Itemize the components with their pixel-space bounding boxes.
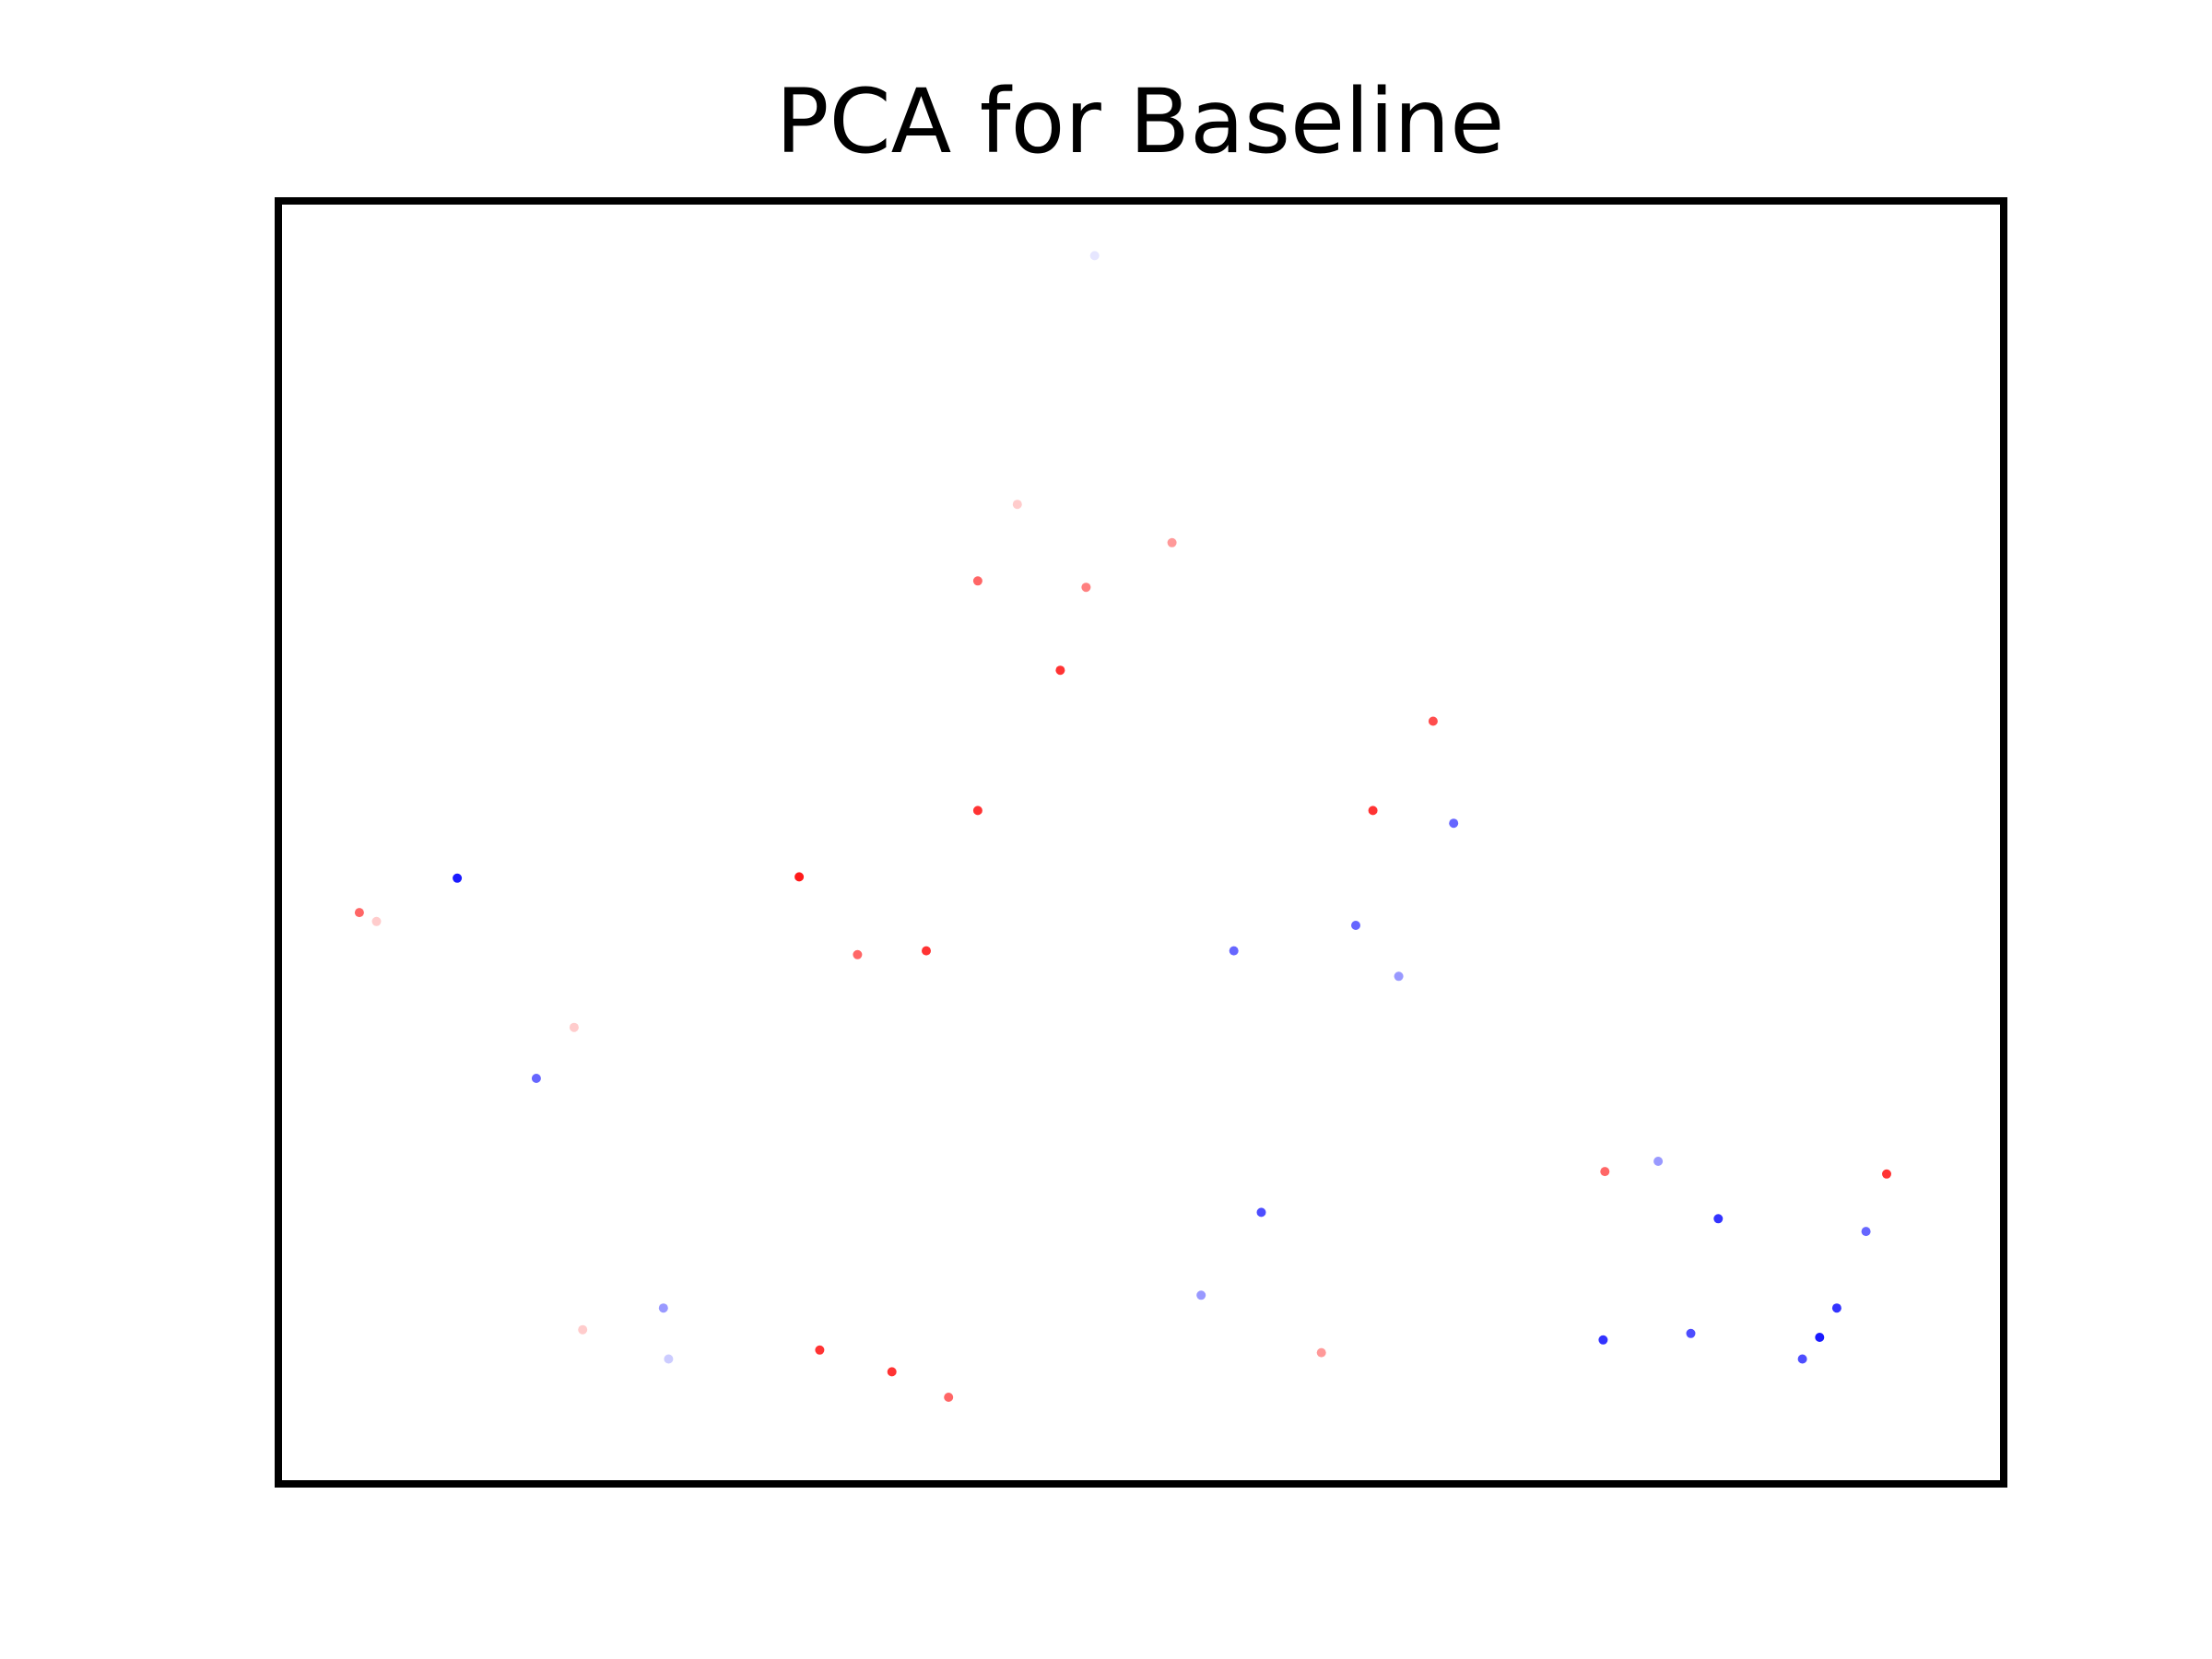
scatter-point xyxy=(1081,582,1091,593)
scatter-point xyxy=(354,908,364,918)
chart-title: PCA for Baseline xyxy=(776,70,1505,173)
scatter-point xyxy=(944,1393,954,1402)
plot-area-frame xyxy=(275,197,2007,1488)
scatter-point xyxy=(1686,1328,1696,1338)
scatter-point xyxy=(1815,1333,1825,1342)
scatter-point xyxy=(1229,946,1239,956)
scatter-point xyxy=(1882,1169,1891,1179)
scatter-point xyxy=(1449,818,1459,829)
scatter-point xyxy=(371,916,382,926)
scatter-point xyxy=(1089,251,1100,261)
scatter-point xyxy=(664,1354,674,1364)
scatter-point xyxy=(658,1303,668,1313)
scatter-point xyxy=(1831,1303,1841,1313)
scatter-point xyxy=(922,946,931,956)
scatter-point xyxy=(531,1074,541,1083)
scatter-point xyxy=(1713,1214,1724,1224)
scatter-point xyxy=(972,806,982,816)
scatter-point xyxy=(1351,921,1360,930)
scatter-point xyxy=(972,576,982,586)
scatter-point xyxy=(1653,1157,1664,1166)
scatter-point xyxy=(1055,665,1065,676)
scatter-point xyxy=(1797,1354,1807,1364)
scatter-point xyxy=(1316,1347,1326,1358)
scatter-points xyxy=(354,251,1891,1402)
scatter-point xyxy=(1394,971,1404,982)
scatter-point xyxy=(1861,1227,1871,1237)
scatter-point xyxy=(887,1367,897,1377)
scatter-point xyxy=(453,873,463,883)
scatter-point xyxy=(1167,537,1177,547)
scatter-point xyxy=(1256,1207,1266,1218)
scatter-point xyxy=(1428,716,1438,726)
scatter-point xyxy=(1598,1335,1608,1345)
scatter-point xyxy=(1600,1167,1610,1177)
scatter-point xyxy=(1196,1290,1206,1300)
scatter-point xyxy=(853,949,863,959)
scatter-point xyxy=(815,1345,825,1355)
scatter-point xyxy=(794,872,805,882)
scatter-point xyxy=(1368,806,1378,816)
scatter-point xyxy=(569,1022,579,1032)
scatter-point xyxy=(578,1324,588,1335)
scatter-point xyxy=(1012,500,1022,510)
